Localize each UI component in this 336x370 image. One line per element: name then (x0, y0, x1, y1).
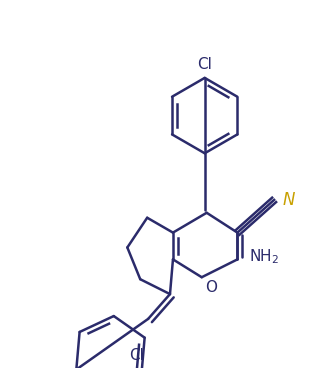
Text: Cl: Cl (129, 348, 144, 363)
Text: N: N (282, 191, 294, 209)
Text: NH$_2$: NH$_2$ (249, 247, 280, 266)
Text: Cl: Cl (197, 57, 212, 71)
Text: O: O (205, 280, 217, 295)
